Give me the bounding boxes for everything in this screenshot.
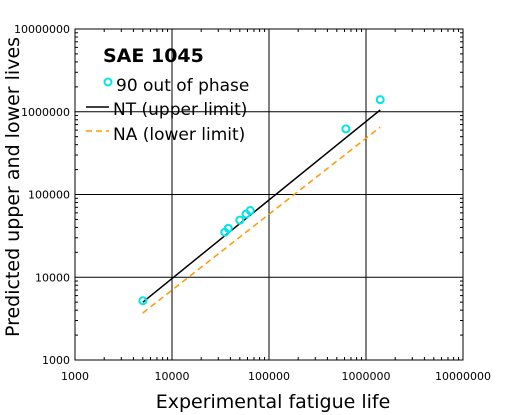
y-tick-label: 10000000 (14, 23, 70, 36)
data-point-90-out-of-phase (375, 95, 385, 105)
data-point-90-out-of-phase (138, 296, 148, 306)
data-point-90-out-of-phase (235, 215, 245, 225)
x-tick-label: 1000000 (342, 370, 391, 383)
y-tick-labels: 1000 10000 100000 1000000 10000000 (14, 23, 70, 367)
grid (75, 29, 463, 360)
x-tick-label: 10000 (155, 370, 190, 383)
y-axis-title: Predicted upper and lower lives (2, 37, 24, 337)
legend-marker-90-out-of-phase (103, 77, 113, 87)
data-point-90-out-of-phase (223, 223, 233, 233)
data-point-90-out-of-phase (245, 206, 255, 216)
legend-label-na: NA (lower limit) (113, 125, 245, 145)
legend-label-90-out-of-phase: 90 out of phase (116, 76, 249, 96)
x-tick-label: 1000 (61, 370, 89, 383)
x-tick-label: 10000000 (435, 370, 491, 383)
x-tick-label: 100000 (248, 370, 290, 383)
y-tick-label: 100000 (28, 189, 70, 202)
x-axis-title: Experimental fatigue life (156, 391, 391, 413)
plot-frame (74, 28, 464, 361)
y-tick-label: 1000 (42, 354, 70, 367)
legend-label-nt: NT (upper limit) (113, 100, 247, 120)
x-tick-labels: 1000 10000 100000 1000000 10000000 (61, 370, 491, 383)
series-line-nt-upper-limit (142, 109, 381, 303)
legend: 90 out of phase NT (upper limit) NA (low… (86, 76, 249, 145)
chart-title: SAE 1045 (103, 45, 204, 67)
data-point-90-out-of-phase (341, 124, 351, 134)
y-tick-label: 10000 (35, 271, 70, 284)
series-line-na-lower-limit (142, 126, 381, 314)
series-layer (138, 95, 385, 314)
y-tick-label: 1000000 (21, 106, 70, 119)
